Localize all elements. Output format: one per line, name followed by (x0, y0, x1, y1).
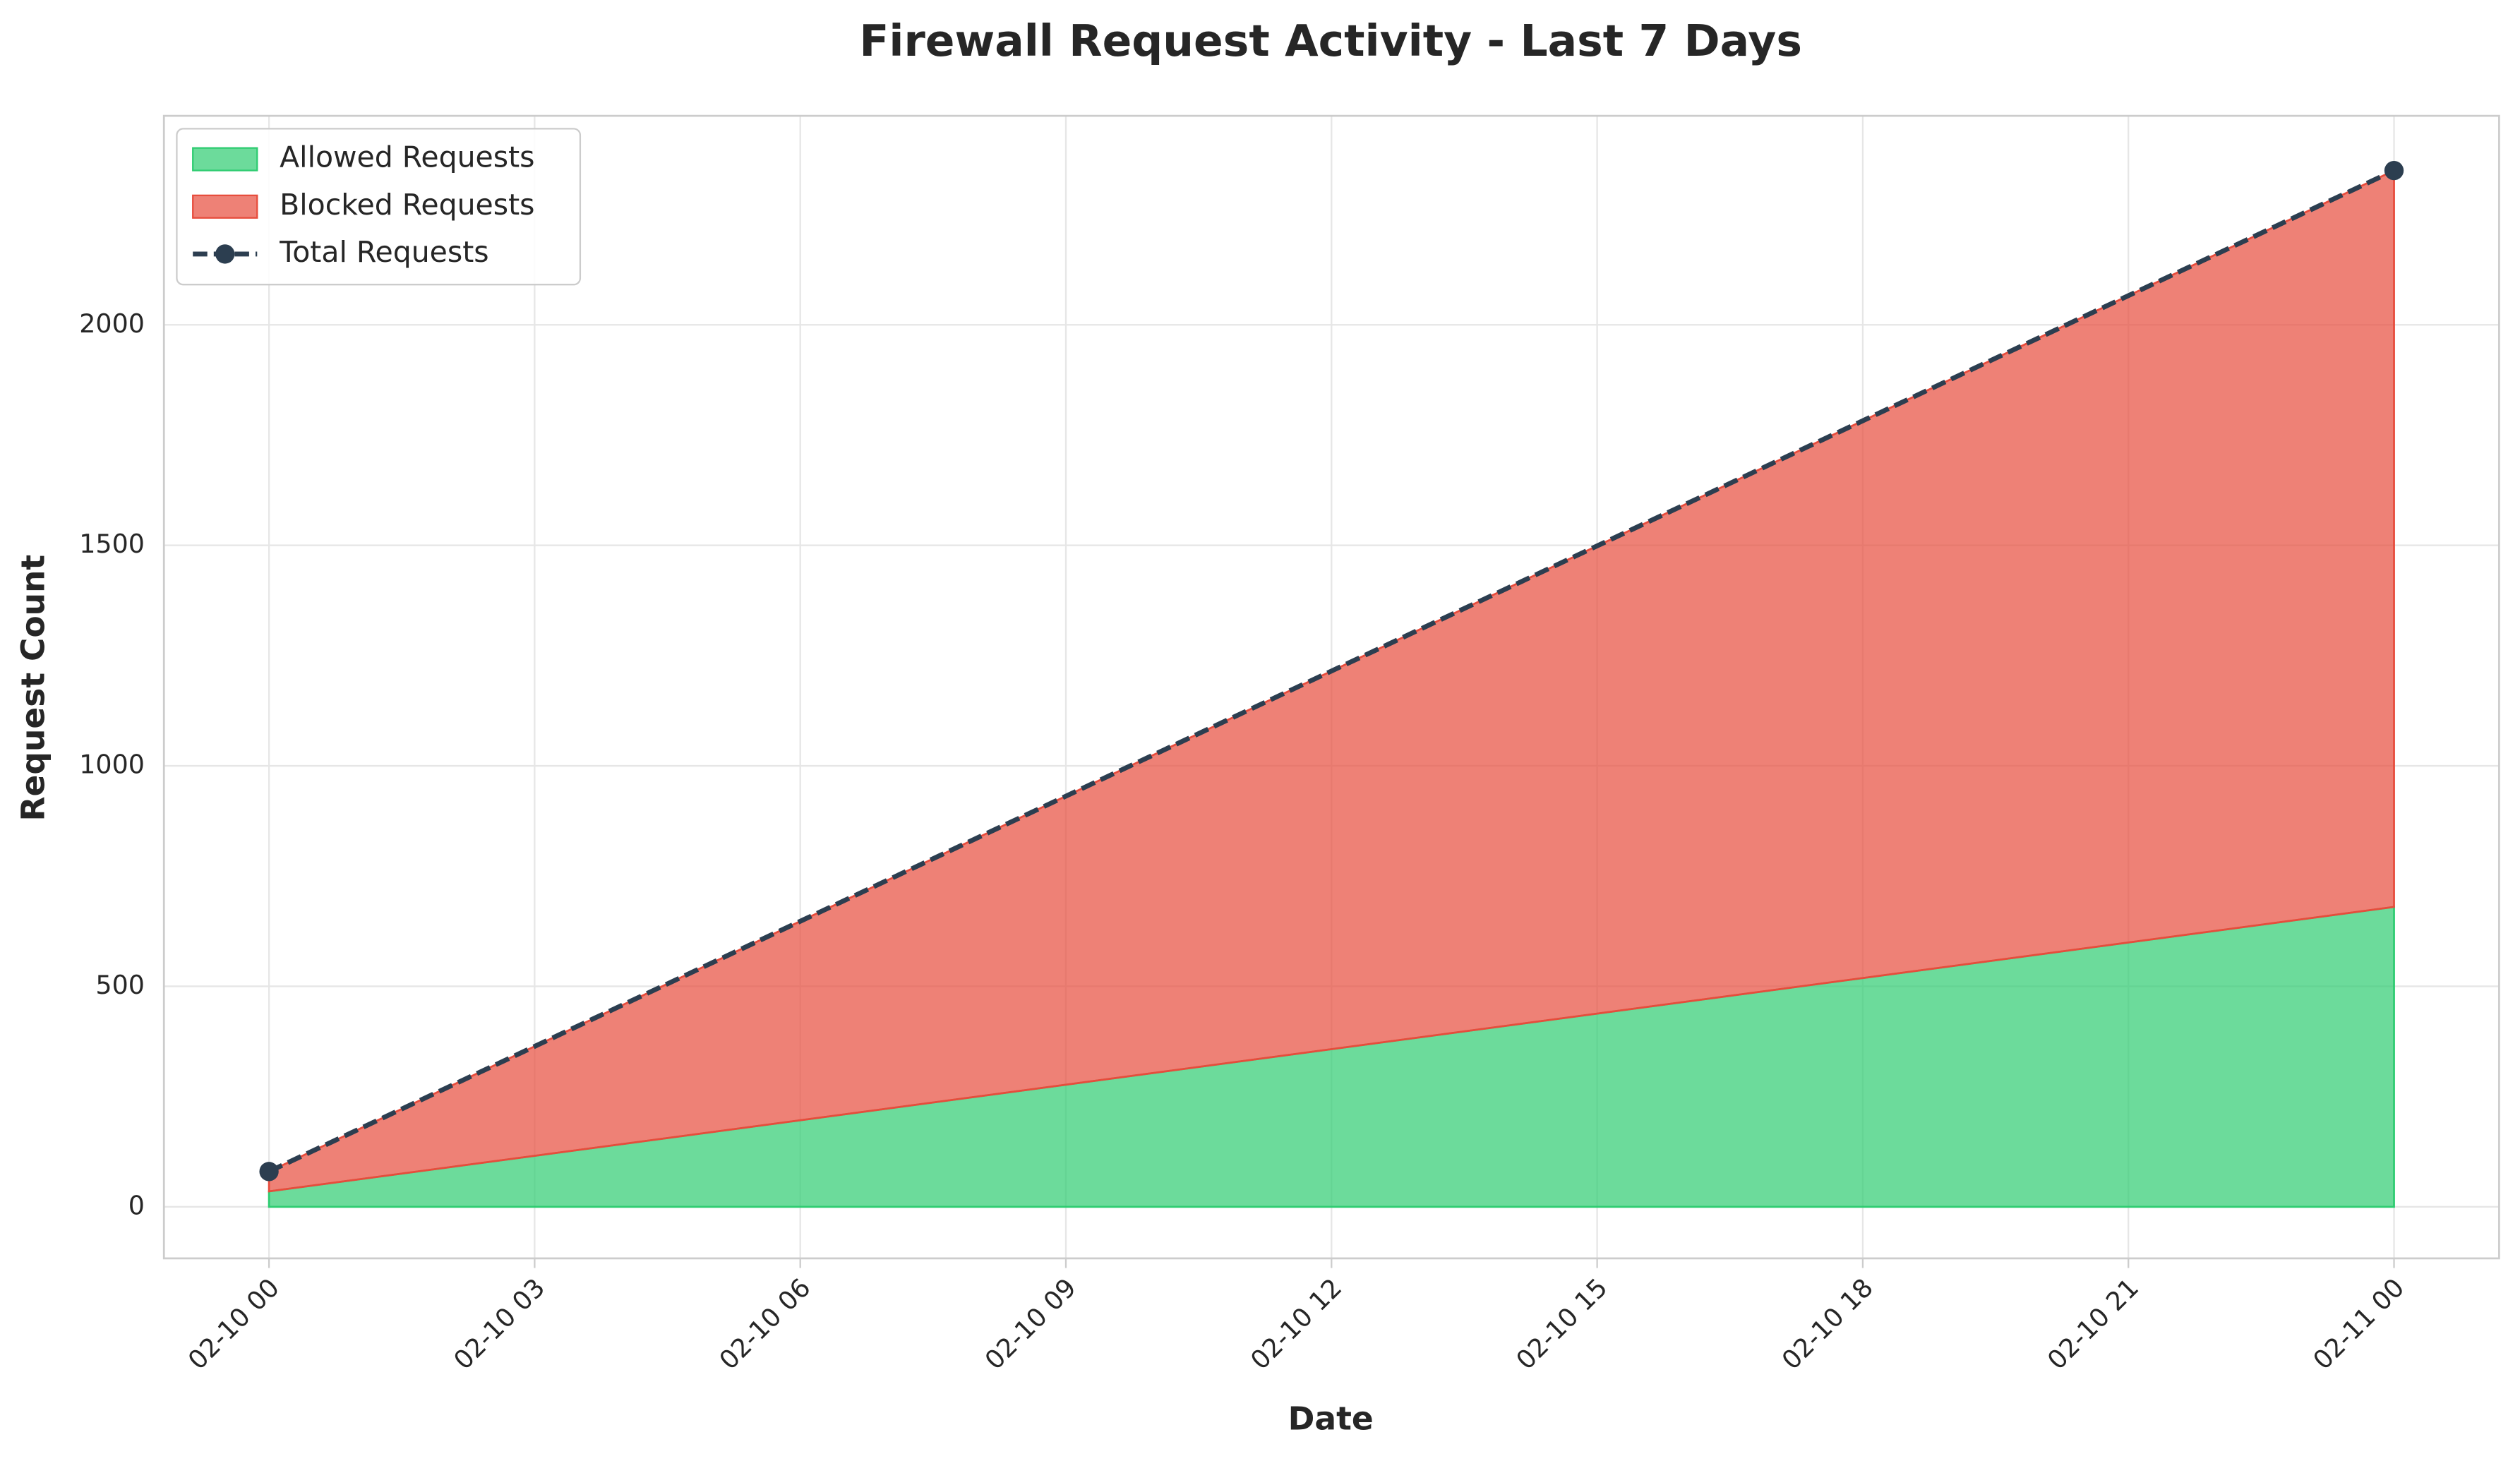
x-tick-label: 02-10 00 (182, 1273, 285, 1376)
legend-label: Blocked Requests (280, 188, 534, 222)
x-axis-label: Date (1288, 1400, 1374, 1437)
x-tick-label: 02-10 09 (979, 1273, 1082, 1376)
x-tick-label: 02-10 15 (1510, 1273, 1613, 1376)
area (268, 169, 2395, 1193)
y-tick-label: 1000 (79, 750, 145, 780)
x-tick-label: 02-10 21 (2041, 1273, 2144, 1376)
legend-label: Allowed Requests (280, 140, 534, 174)
chart-title: Firewall Request Activity - Last 7 Days (859, 16, 1802, 66)
y-axis-label: Request Count (15, 555, 52, 822)
y-tick-label: 500 (95, 970, 145, 1000)
legend-swatch (192, 194, 258, 219)
x-tick-label: 02-11 00 (2307, 1273, 2410, 1376)
x-tick-label: 02-10 12 (1244, 1273, 1348, 1376)
legend-marker (215, 244, 235, 264)
marker (2384, 160, 2404, 181)
y-tick-label: 1500 (79, 529, 145, 559)
legend-swatch (192, 147, 258, 172)
line (268, 168, 2395, 1174)
x-tick-label: 02-10 03 (448, 1273, 551, 1376)
legend-box (176, 128, 582, 286)
x-tick-label: 02-10 06 (713, 1273, 816, 1376)
marker (259, 1162, 279, 1182)
y-tick-label: 0 (128, 1190, 145, 1220)
x-tick-label: 02-10 18 (1776, 1273, 1879, 1376)
legend-label: Total Requests (279, 235, 488, 269)
y-tick-label: 2000 (79, 308, 145, 339)
plot-frame (162, 114, 2500, 1260)
